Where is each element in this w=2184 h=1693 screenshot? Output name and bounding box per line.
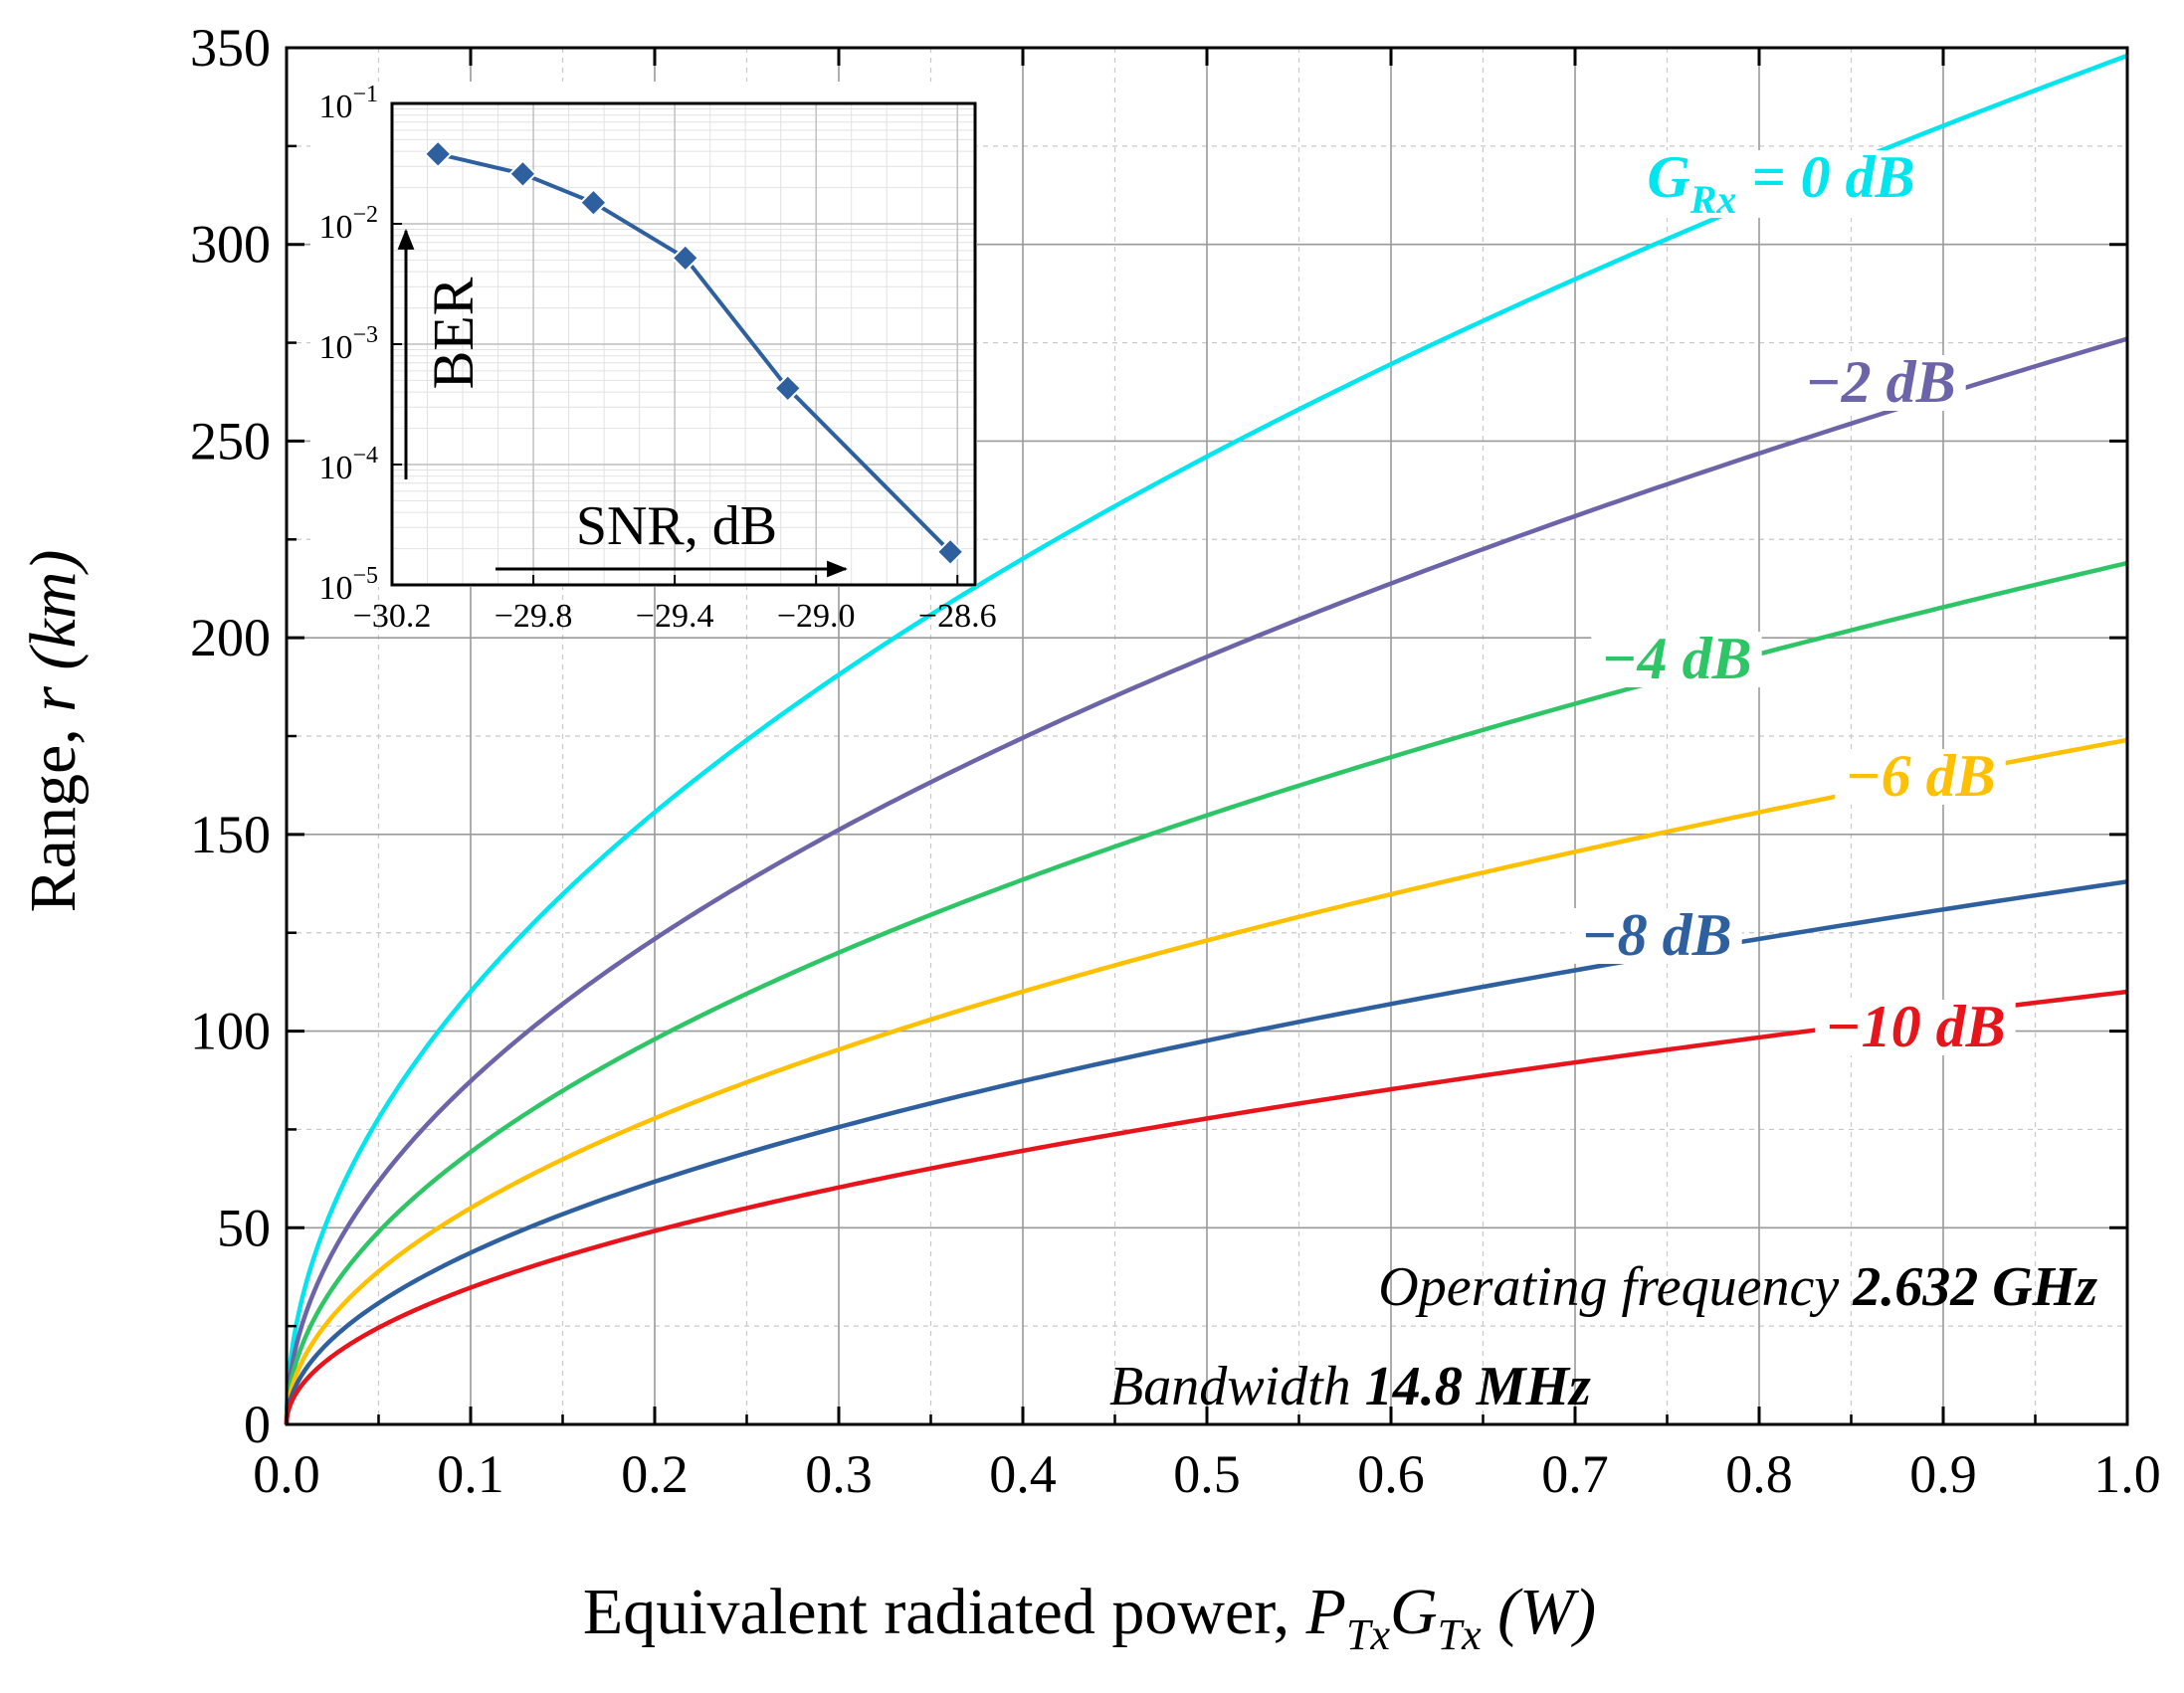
ber-point: [579, 188, 608, 218]
y-tick-label: 200: [190, 608, 271, 667]
y-tick-label: 150: [190, 805, 271, 864]
y-tick-label: 100: [190, 1002, 271, 1061]
curve-label-0: GRx = 0 dB: [1637, 144, 1925, 222]
curve-label-text: −4 dB: [1601, 626, 1751, 691]
ber-point: [935, 537, 965, 567]
inset-x-tick-label: −29.0: [777, 598, 856, 635]
inset-axis-labels: BER SNR, dB: [397, 228, 849, 578]
inset-y-tick-label: 10−1: [318, 82, 378, 125]
ber-point: [773, 373, 803, 403]
inset-ticks: −30.2 −29.8 −29.4 −29.0 −28.6 10−5 10−4 10−3 10−…: [318, 82, 996, 635]
x-tick-label: 0.2: [621, 1444, 689, 1504]
x-axis-title: Equivalent radiated power, PTxGTx (W): [583, 1576, 1596, 1659]
main-ticks: 0.0 0.1 0.2 0.3 0.4 0.5 0.6 0.7 0.8 0.9 1.0 0 50 100 1…: [190, 18, 2161, 1504]
x-tick-label: 0.7: [1541, 1444, 1609, 1504]
inset-x-tick-label: −29.8: [495, 598, 573, 635]
y-tick-label: 300: [190, 215, 271, 275]
series-8-dB-line: [284, 879, 2128, 1425]
curve-label-bg: [1571, 908, 1742, 964]
series-G-Rx-0-dB-line: [284, 53, 2128, 1425]
ber-point: [671, 243, 700, 273]
inset-x-tick-label: −29.4: [636, 598, 714, 635]
inset-x-tick-label: −28.6: [918, 598, 997, 635]
series-2-dB-line: [284, 336, 2128, 1425]
curve-label-text: −6 dB: [1845, 743, 1995, 809]
inset-x-label: SNR, dB: [576, 495, 777, 557]
curve-label-2: −4 dB: [1591, 626, 1762, 691]
curve-label-3: −6 dB: [1835, 743, 2006, 809]
curve-label-4: −8 dB: [1571, 902, 1742, 968]
curve-label-text: −8 dB: [1581, 902, 1731, 968]
inset-y-tick-label: 10−5: [318, 563, 378, 607]
x-tick-label: 0.8: [1725, 1444, 1793, 1504]
series-4-dB-line: [284, 560, 2128, 1425]
ber-series-line: [437, 151, 952, 554]
x-tick-label: 0.6: [1357, 1444, 1425, 1504]
x-tick-label: 1.0: [2093, 1444, 2161, 1504]
curve-label-text: −10 dB: [1825, 994, 2005, 1059]
frequency-annotation: Operating frequency 2.632 GHz: [1378, 1256, 2097, 1318]
curve-label-bg: [1637, 150, 1925, 218]
curve-label-bg: [1795, 355, 1966, 411]
inset-y-label: BER: [421, 277, 486, 389]
y-tick-label: 50: [217, 1198, 271, 1257]
curve-label-bg: [1835, 749, 2006, 805]
ber-points: [423, 139, 965, 567]
series-6-dB-line: [284, 737, 2128, 1425]
curve-label-text: GRx = 0 dB: [1647, 144, 1914, 222]
y-axis-title: Range, r (km): [17, 550, 90, 913]
main-curves: [284, 53, 2128, 1425]
y-tick-label: 350: [190, 18, 271, 78]
curve-label-5: −10 dB: [1815, 994, 2016, 1059]
ber-inset: −30.2 −29.8 −29.4 −29.0 −28.6 10−5 10−4 10−3 10−…: [310, 82, 997, 635]
curve-label-1: −2 dB: [1795, 349, 1966, 415]
x-tick-label: 0.3: [805, 1444, 873, 1504]
x-tick-label: 0.5: [1173, 1444, 1241, 1504]
y-tick-label: 250: [190, 411, 271, 470]
inset-background: [310, 82, 977, 587]
y-tick-label: 0: [244, 1395, 271, 1454]
ber-point: [423, 139, 453, 169]
curve-label-text: −2 dB: [1805, 349, 1955, 415]
x-tick-label: 0.4: [989, 1444, 1057, 1504]
series-10-dB-line: [284, 989, 2128, 1425]
inset-y-tick-label: 10−3: [318, 322, 378, 366]
x-tick-label: 0.0: [253, 1444, 320, 1504]
inset-x-tick-label: −30.2: [353, 598, 432, 635]
inset-grid: [391, 102, 975, 586]
curve-label-bg: [1815, 1000, 2016, 1055]
ber-point: [507, 159, 537, 189]
inset-y-tick-label: 10−4: [318, 443, 378, 486]
x-tick-label: 0.9: [1909, 1444, 1977, 1504]
curve-labels: GRx = 0 dB −2 dB −4 dB −6 dB −8 dB −10 dB: [1571, 144, 2016, 1059]
inset-y-tick-label: 10−2: [318, 202, 378, 246]
bandwidth-annotation: Bandwidth 14.8 MHz: [1109, 1356, 1591, 1417]
x-tick-label: 0.1: [437, 1444, 504, 1504]
curve-label-bg: [1591, 632, 1762, 687]
